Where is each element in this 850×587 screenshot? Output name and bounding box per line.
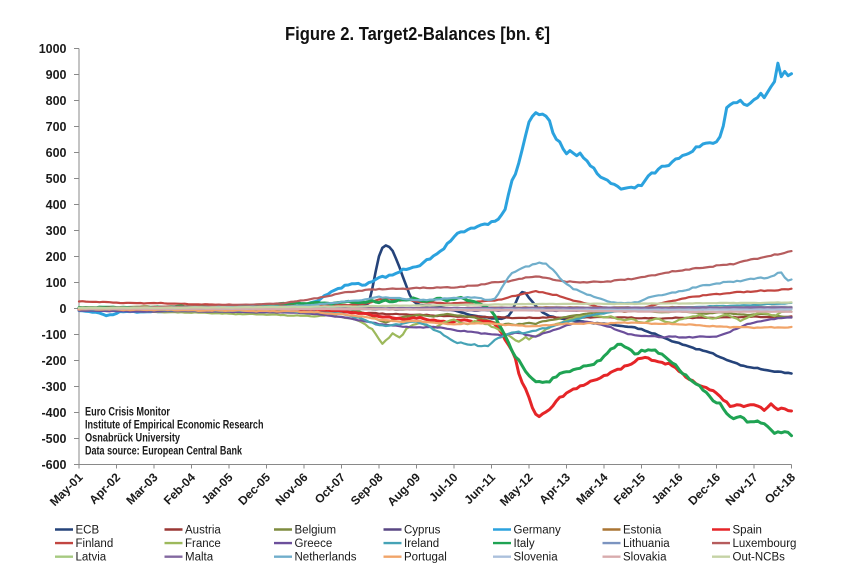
svg-text:Latvia: Latvia — [76, 552, 107, 564]
svg-text:Institute of Empirical Economi: Institute of Empirical Economic Research — [85, 420, 264, 432]
svg-text:Netherlands: Netherlands — [295, 552, 357, 564]
svg-text:-500: -500 — [41, 432, 66, 446]
svg-text:Data source: European Central: Data source: European Central Bank — [85, 446, 242, 458]
svg-text:Italy: Italy — [514, 538, 535, 550]
svg-text:Euro Crisis Monitor: Euro Crisis Monitor — [85, 407, 170, 419]
svg-text:Belgium: Belgium — [295, 525, 337, 537]
svg-text:0: 0 — [60, 302, 67, 316]
svg-text:Estonia: Estonia — [623, 525, 662, 537]
svg-text:ECB: ECB — [76, 525, 100, 537]
svg-text:Ireland: Ireland — [404, 538, 439, 550]
svg-text:Figure 2. Target2-Balances [bn: Figure 2. Target2-Balances [bn. €] — [285, 24, 550, 44]
svg-text:Luxembourg: Luxembourg — [733, 538, 797, 550]
svg-text:Lithuania: Lithuania — [623, 538, 670, 550]
svg-text:-600: -600 — [41, 458, 66, 472]
svg-text:Cyprus: Cyprus — [404, 525, 441, 537]
svg-text:800: 800 — [46, 94, 67, 108]
svg-text:700: 700 — [46, 120, 67, 134]
svg-text:900: 900 — [46, 68, 67, 82]
svg-text:1000: 1000 — [39, 42, 67, 56]
svg-text:Spain: Spain — [733, 525, 762, 537]
svg-text:200: 200 — [46, 250, 67, 264]
svg-text:400: 400 — [46, 198, 67, 212]
svg-text:Germany: Germany — [514, 525, 562, 537]
svg-text:500: 500 — [46, 172, 67, 186]
svg-text:-400: -400 — [41, 406, 66, 420]
svg-text:Slovenia: Slovenia — [514, 552, 559, 564]
svg-text:Malta: Malta — [185, 552, 214, 564]
svg-text:100: 100 — [46, 276, 67, 290]
svg-text:Finland: Finland — [76, 538, 114, 550]
svg-text:-200: -200 — [41, 354, 66, 368]
svg-text:Osnabrück University: Osnabrück University — [85, 433, 180, 445]
svg-text:Portugal: Portugal — [404, 552, 447, 564]
svg-text:Greece: Greece — [295, 538, 333, 550]
svg-text:-300: -300 — [41, 380, 66, 394]
svg-text:France: France — [185, 538, 221, 550]
svg-text:-100: -100 — [41, 328, 66, 342]
svg-text:600: 600 — [46, 146, 67, 160]
svg-text:300: 300 — [46, 224, 67, 238]
svg-text:Austria: Austria — [185, 525, 221, 537]
svg-text:Out-NCBs: Out-NCBs — [733, 552, 786, 564]
svg-text:Slovakia: Slovakia — [623, 552, 667, 564]
